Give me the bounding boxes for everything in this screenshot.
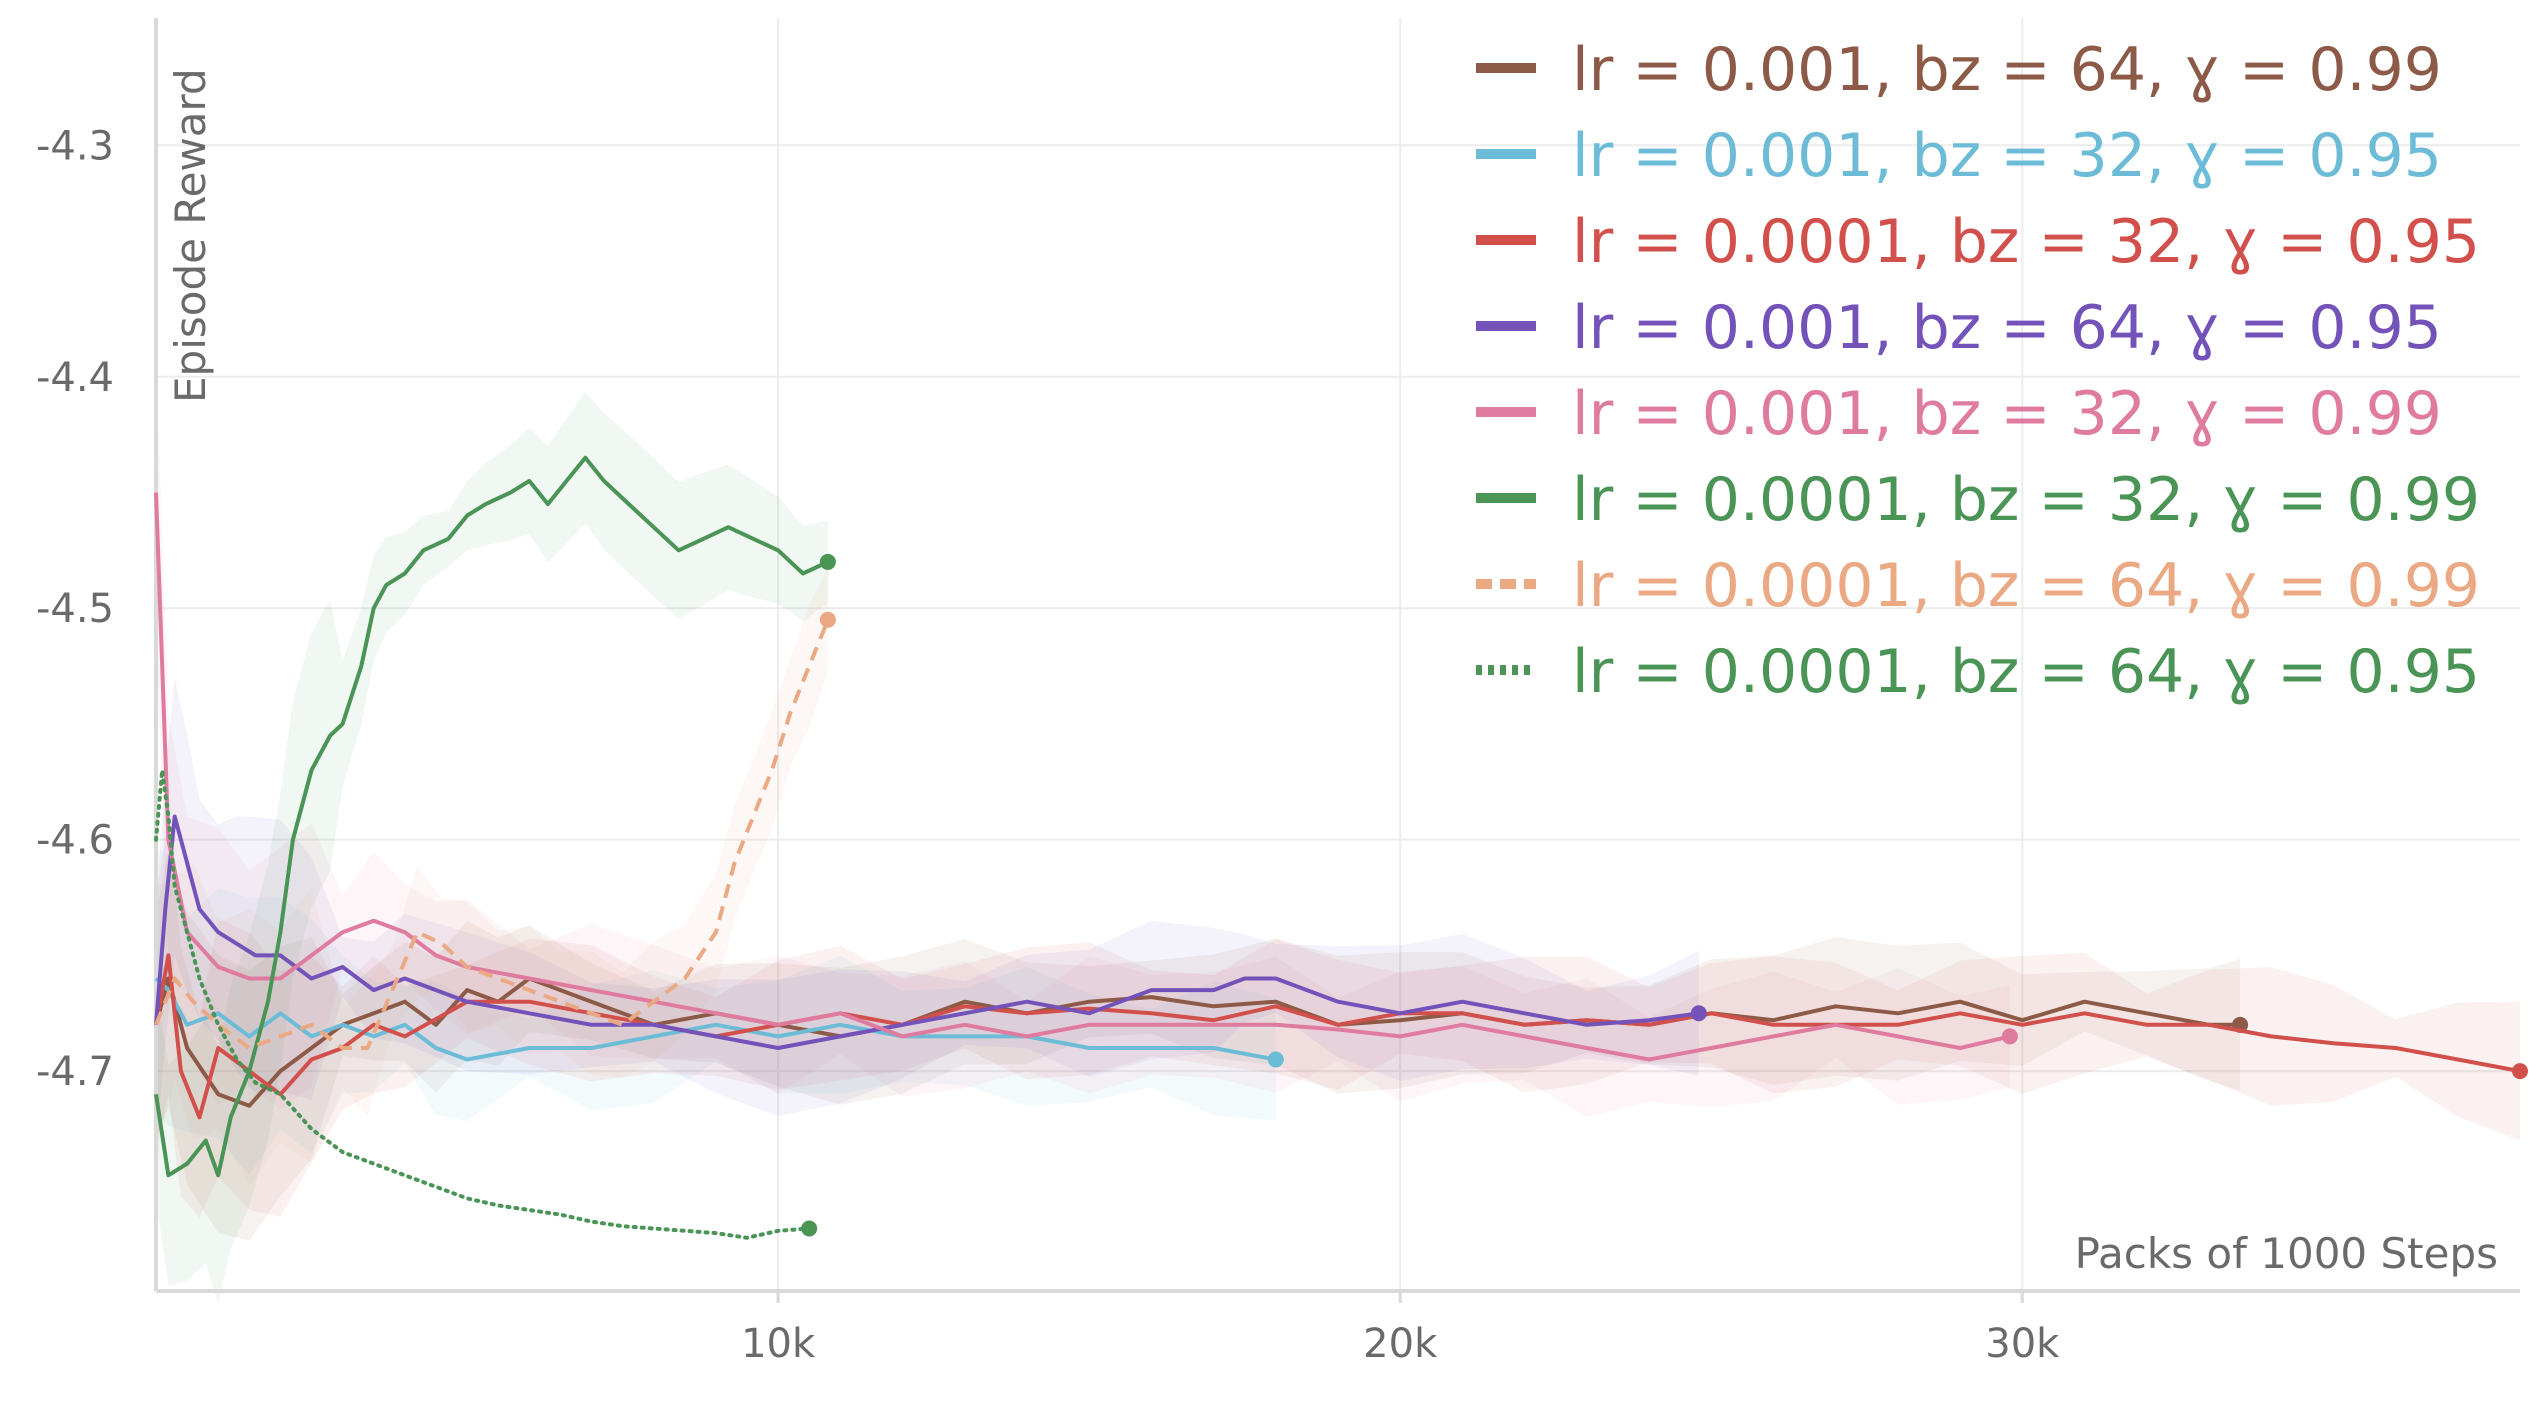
- series-end-point: [2512, 1063, 2528, 1080]
- legend-label: lr = 0.001, bz = 64, ɣ = 0.99: [1572, 35, 2442, 105]
- series-line: [154, 814, 1700, 1050]
- x-tick-label: 30k: [1985, 1321, 2060, 1367]
- legend-label: lr = 0.001, bz = 32, ɣ = 0.99: [1572, 379, 2442, 449]
- series-line: [154, 768, 812, 1240]
- legend-label: lr = 0.0001, bz = 32, ɣ = 0.95: [1572, 207, 2480, 277]
- series-end-point: [2001, 1028, 2018, 1045]
- x-tick-label: 10k: [741, 1321, 816, 1367]
- legend-label: lr = 0.0001, bz = 32, ɣ = 0.99: [1572, 465, 2480, 535]
- series-end-point: [819, 611, 836, 628]
- legend-label: lr = 0.001, bz = 32, ɣ = 0.95: [1572, 121, 2442, 191]
- series-line: [154, 953, 2521, 1120]
- y-tick-label: -4.5: [36, 586, 114, 632]
- x-tick-label: 20k: [1363, 1321, 1438, 1367]
- legend-label: lr = 0.0001, bz = 64, ɣ = 0.95: [1572, 637, 2480, 707]
- legend-label: lr = 0.001, bz = 64, ɣ = 0.95: [1572, 293, 2442, 363]
- y-tick-label: -4.6: [36, 818, 114, 864]
- series-line: [154, 492, 2011, 1062]
- x-axis-title: Packs of 1000 Steps: [2075, 1229, 2498, 1278]
- axes: [154, 18, 2520, 1293]
- series-line: [154, 619, 830, 1050]
- legend-label: lr = 0.0001, bz = 64, ɣ = 0.99: [1572, 551, 2480, 621]
- grid-lines: [156, 18, 2520, 1303]
- series-end-point: [1267, 1051, 1284, 1068]
- y-tick-label: -4.4: [36, 355, 114, 401]
- y-tick-label: -4.3: [36, 123, 114, 169]
- series-end-point: [801, 1220, 818, 1237]
- series-line: [154, 455, 829, 1178]
- y-tick-label: -4.7: [36, 1049, 114, 1095]
- series-end-point: [1690, 1005, 1707, 1022]
- legend: lr = 0.001, bz = 64, ɣ = 0.99 lr = 0.001,…: [1476, 35, 2480, 707]
- variance-band: [156, 391, 828, 1304]
- y-axis-title: Episode Reward: [166, 68, 215, 403]
- series-lines: [154, 455, 2528, 1240]
- variance-band: [156, 356, 2010, 1118]
- tick-labels: -4.3 -4.4 -4.5 -4.6 -4.7 10k 20k 30k: [36, 123, 2060, 1367]
- variance-band: [156, 816, 2520, 1218]
- series-end-point: [819, 553, 836, 570]
- variance-band: [156, 847, 1276, 1175]
